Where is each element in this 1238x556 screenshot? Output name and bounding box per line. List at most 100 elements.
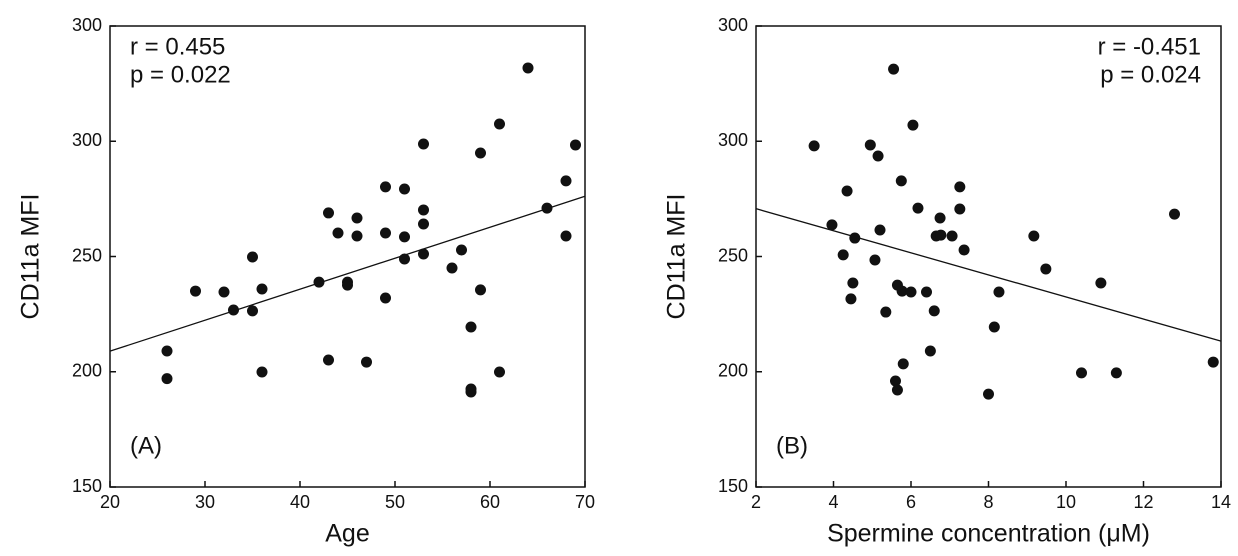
point (380, 181, 391, 193)
point (361, 356, 372, 368)
point (446, 262, 458, 274)
point (935, 229, 947, 241)
point (849, 232, 861, 244)
point (418, 204, 429, 216)
point (218, 286, 230, 298)
trend-line (755, 208, 1222, 342)
point (465, 321, 477, 333)
point (541, 202, 553, 214)
point (993, 286, 1005, 298)
point (895, 175, 907, 187)
x-tick-label: 10 (1056, 492, 1076, 512)
point (912, 202, 924, 214)
y-tick-label: 250 (72, 245, 102, 265)
point (954, 203, 966, 215)
x-tick-label: 70 (575, 492, 595, 512)
point (380, 292, 391, 304)
point (946, 230, 958, 242)
point (1110, 367, 1122, 379)
point (983, 388, 994, 400)
point (888, 63, 900, 75)
point (342, 279, 353, 291)
y-tick-label: 300 (72, 130, 102, 150)
plot-frame (109, 25, 586, 488)
point (560, 175, 572, 187)
x-tick-label: 4 (828, 492, 838, 512)
point (896, 285, 908, 297)
point (418, 138, 429, 150)
point (161, 345, 173, 357)
annotation: p = 0.022 (130, 61, 231, 88)
point (874, 224, 886, 236)
annotation: p = 0.024 (1100, 61, 1201, 88)
y-tick-label: 250 (718, 245, 748, 265)
point (921, 286, 932, 298)
panel-label: (B) (776, 432, 808, 459)
x-tick-label: 8 (983, 492, 993, 512)
point (864, 139, 876, 151)
point (808, 140, 820, 152)
point (256, 366, 268, 378)
panel-label: (A) (130, 432, 162, 459)
x-axis-title: Age (325, 520, 369, 548)
point (1028, 230, 1040, 242)
point (313, 276, 325, 288)
point (847, 277, 859, 289)
point (988, 321, 1000, 333)
point (897, 358, 909, 370)
point (890, 375, 901, 387)
point (380, 227, 391, 239)
x-tick-label: 14 (1211, 492, 1231, 512)
point (1207, 356, 1219, 368)
point (161, 373, 173, 385)
point (872, 150, 884, 162)
point (905, 286, 917, 298)
x-tick-label: 30 (195, 492, 215, 512)
point (418, 248, 429, 260)
plot-frame (755, 25, 1222, 488)
y-tick-label: 300 (718, 130, 748, 150)
point (247, 305, 258, 317)
point (475, 147, 486, 159)
y-tick-label: 300 (72, 15, 102, 35)
point (494, 118, 505, 130)
point (928, 305, 940, 317)
point (837, 249, 849, 261)
point (332, 227, 344, 239)
point (880, 306, 892, 318)
x-tick-label: 2 (751, 492, 761, 512)
point (891, 384, 903, 396)
point (826, 219, 838, 231)
point (475, 284, 486, 296)
x-tick-label: 40 (290, 492, 310, 512)
point (456, 244, 467, 256)
x-axis-title: Spermine concentration (μM) (827, 520, 1150, 548)
point (1076, 367, 1087, 379)
x-tick-label: 50 (385, 492, 405, 512)
point (247, 251, 258, 263)
point (399, 231, 410, 243)
y-tick-label: 150 (72, 476, 102, 496)
point (418, 218, 429, 230)
point (934, 212, 946, 224)
x-tick-label: 12 (1133, 492, 1153, 512)
point (399, 253, 410, 265)
point (351, 230, 363, 242)
y-tick-label: 200 (72, 361, 102, 381)
point (399, 183, 410, 195)
point (841, 185, 853, 197)
point (907, 119, 919, 131)
point (1095, 277, 1107, 289)
point (954, 181, 966, 193)
point (845, 293, 857, 305)
point (494, 366, 505, 378)
y-axis-title: CD11a MFI (17, 194, 45, 320)
point (570, 139, 581, 151)
x-tick-label: 60 (480, 492, 500, 512)
point (465, 386, 477, 398)
trend-line (109, 195, 586, 352)
point (924, 345, 936, 357)
y-axis-title: CD11a MFI (663, 194, 691, 320)
annotation: r = -0.451 (1098, 33, 1201, 60)
